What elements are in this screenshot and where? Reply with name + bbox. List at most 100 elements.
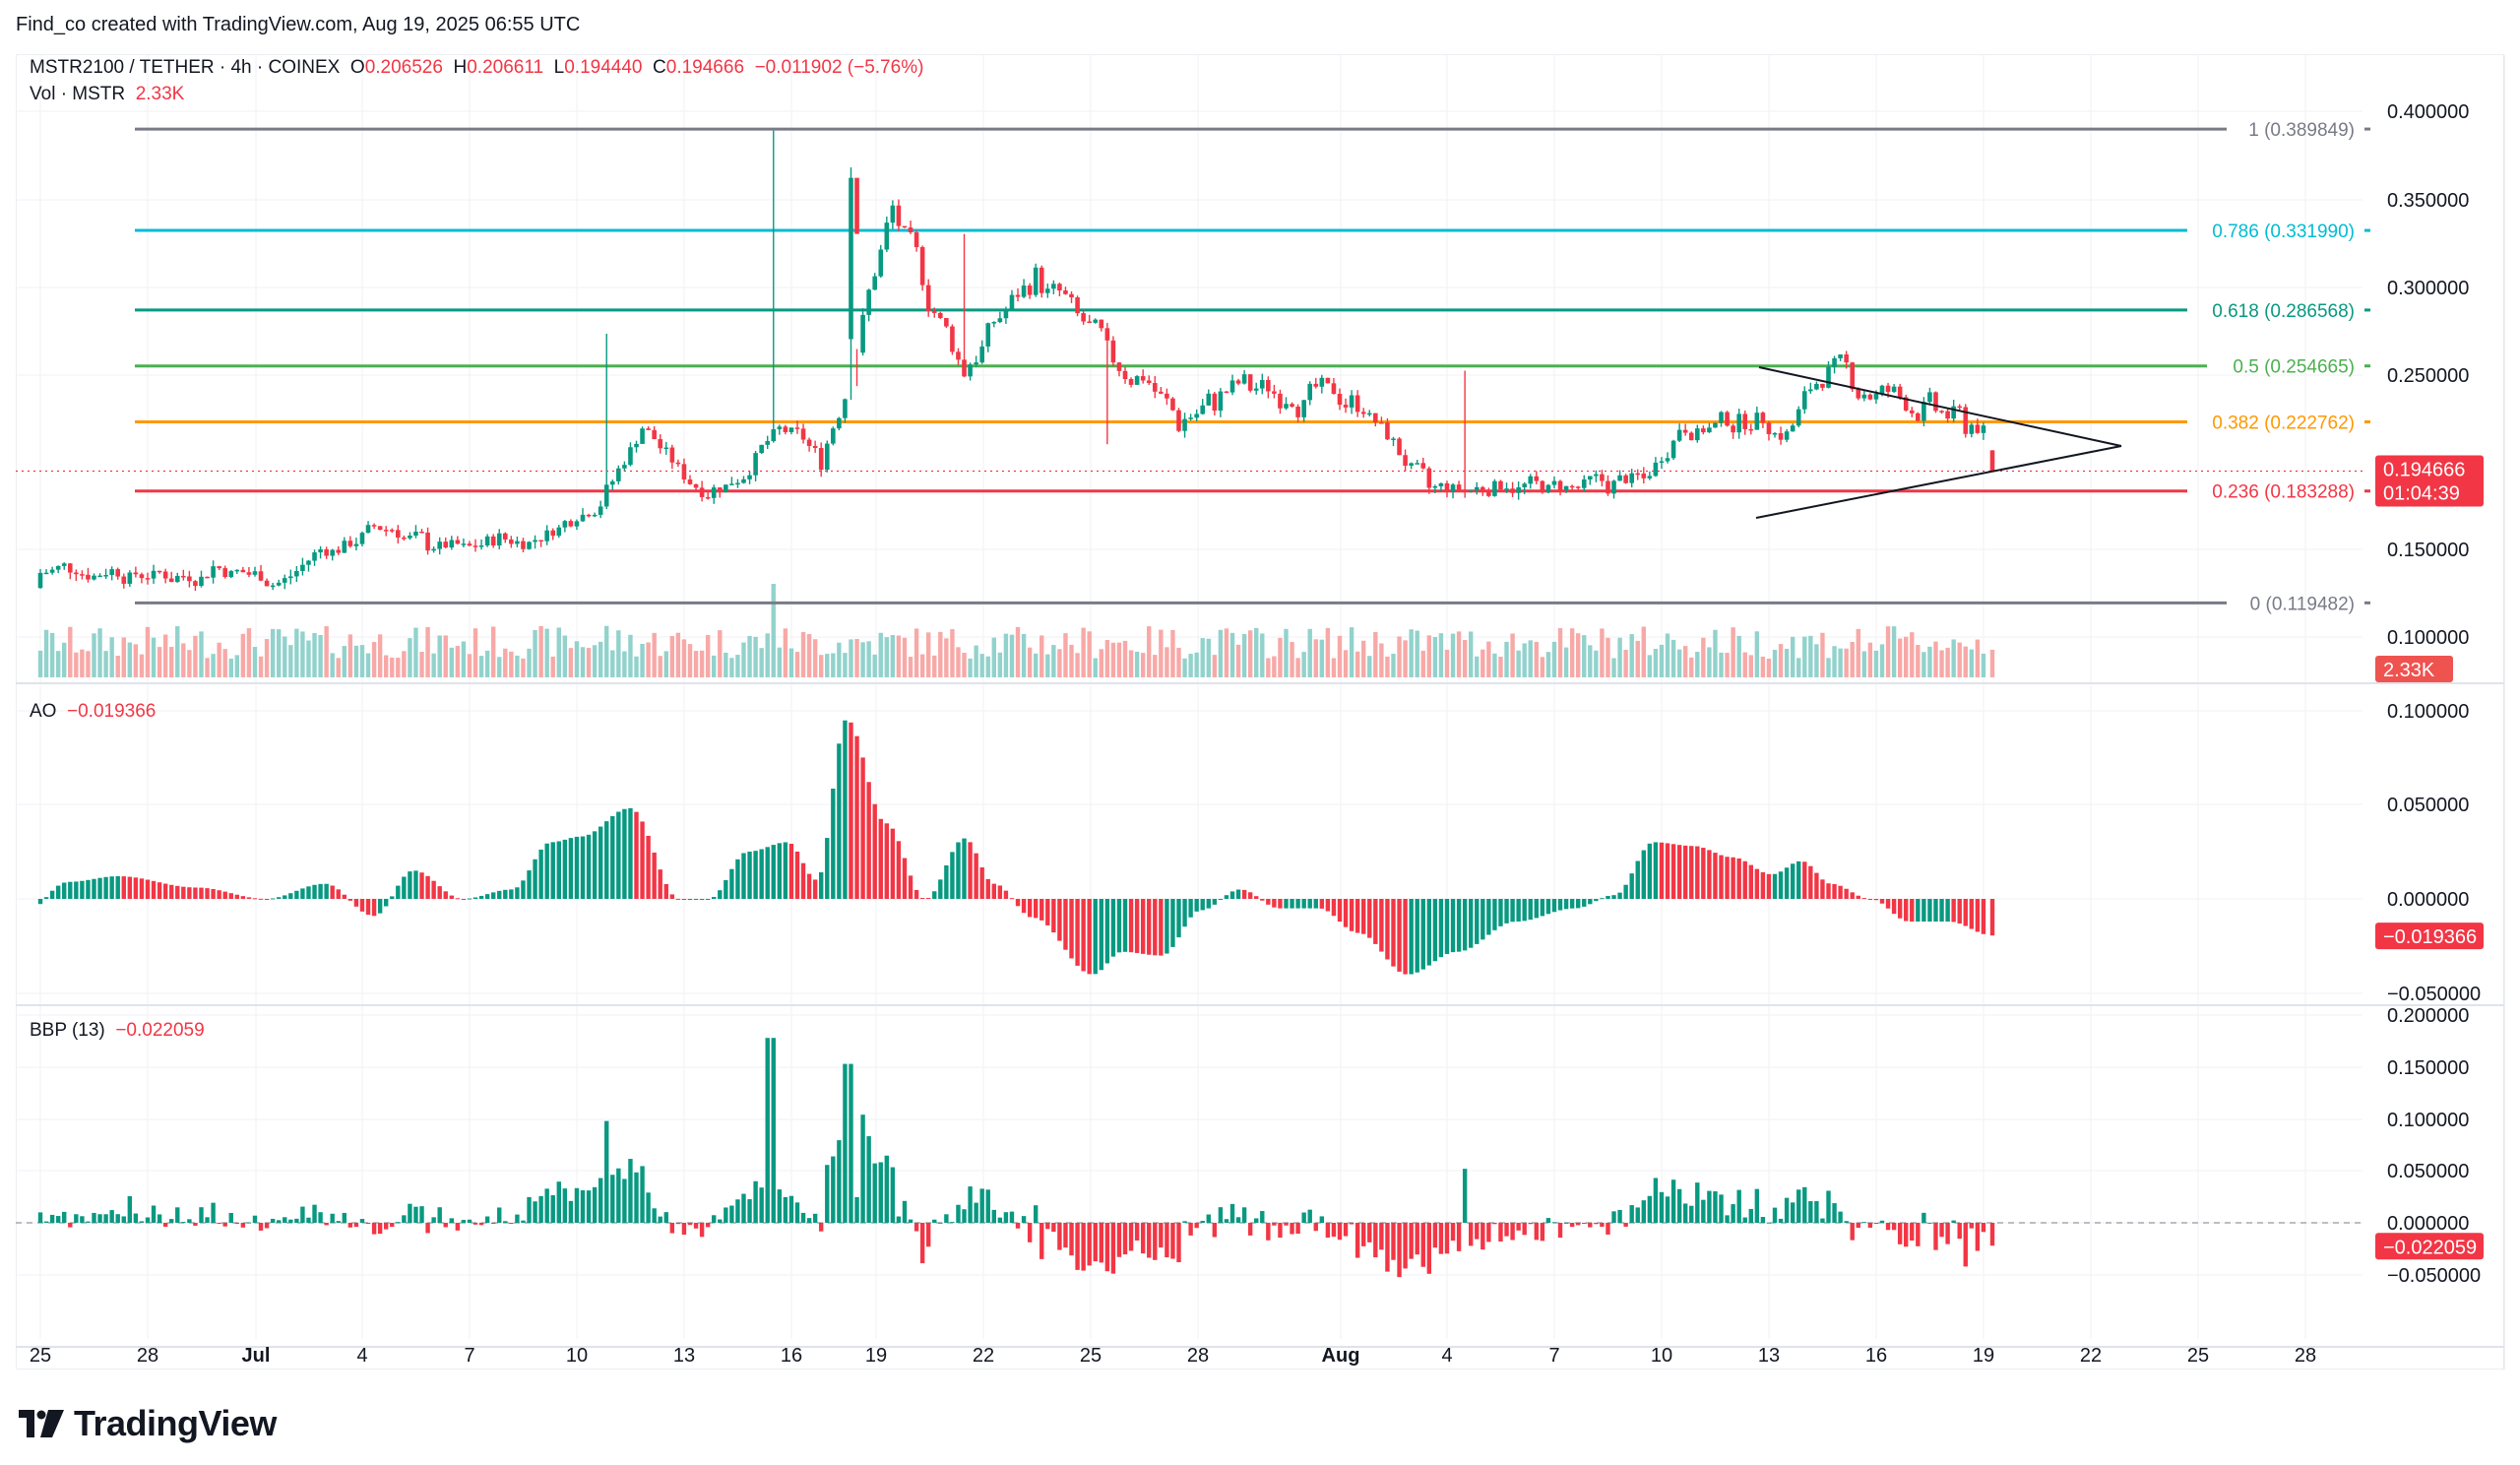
bbp-bar xyxy=(1159,1223,1164,1248)
candle-body xyxy=(1725,412,1730,426)
bbp-bar xyxy=(1212,1223,1218,1238)
volume-bar xyxy=(985,656,990,677)
bbp-bar xyxy=(1832,1203,1837,1223)
ao-bar xyxy=(527,870,532,899)
bbp-bar xyxy=(884,1155,890,1223)
volume-bar xyxy=(1403,640,1408,677)
candle-body xyxy=(1653,462,1659,477)
ao-bar xyxy=(1856,895,1860,899)
candle-body xyxy=(1182,418,1187,431)
bbp-bar xyxy=(628,1159,633,1223)
bbp-bar xyxy=(193,1223,198,1226)
volume-bar xyxy=(1379,643,1384,677)
bbp-bar xyxy=(402,1215,407,1223)
candle-body xyxy=(1462,489,1468,492)
ao-bar xyxy=(890,828,896,899)
fib-label-0.618: 0.618 (0.286568) xyxy=(2212,301,2355,322)
ao-bar xyxy=(103,876,108,899)
bbp-bar xyxy=(294,1218,299,1223)
candle-body xyxy=(1694,428,1700,441)
volume-bar xyxy=(974,645,978,677)
volume-bar xyxy=(1432,637,1438,677)
bbp-bar xyxy=(1099,1223,1103,1263)
candle-body xyxy=(699,487,705,497)
bbp-bar xyxy=(1260,1211,1265,1223)
bbp-bar xyxy=(1045,1223,1050,1230)
bbp-bar xyxy=(1462,1169,1468,1223)
ao-bar xyxy=(622,808,627,899)
symbol-name[interactable]: MSTR2100 / TETHER · 4h · COINEX xyxy=(30,57,341,78)
bbp-bar xyxy=(484,1216,490,1223)
volume-bar xyxy=(849,639,853,677)
volume-bar xyxy=(1856,628,1860,677)
candle-body xyxy=(1540,480,1545,493)
ao-bar xyxy=(49,890,55,899)
bbp-bar xyxy=(800,1212,806,1223)
bbp-bar xyxy=(347,1223,353,1228)
candle-body xyxy=(1033,267,1039,295)
volume-bar xyxy=(1701,637,1706,677)
volume-bar xyxy=(753,636,758,677)
bbp-bar xyxy=(1736,1189,1741,1223)
candle-body xyxy=(974,362,978,365)
ao-bar xyxy=(193,887,198,899)
bbp-bar xyxy=(812,1213,818,1223)
bbp-bar xyxy=(1856,1223,1860,1229)
bbp-bar xyxy=(1617,1209,1622,1223)
candle-body xyxy=(1391,438,1396,441)
bbp-bar xyxy=(330,1213,335,1223)
volume-label[interactable]: Vol · MSTR xyxy=(30,84,126,104)
candle-body xyxy=(1963,407,1969,434)
tradingview-logo[interactable]: TradingView xyxy=(19,1403,277,1444)
ao-bar xyxy=(1594,899,1599,902)
volume-bar xyxy=(515,655,520,677)
volume-bars xyxy=(37,584,1995,677)
candle-body xyxy=(968,364,973,377)
ao-bar xyxy=(800,862,806,899)
ao-bar xyxy=(663,883,668,899)
candle-body xyxy=(1933,392,1938,412)
volume-bar xyxy=(1104,640,1110,677)
bbp-bar xyxy=(1563,1222,1569,1224)
candle-body xyxy=(931,311,937,313)
bbp-bar xyxy=(788,1195,794,1223)
ao-bar xyxy=(1301,899,1306,909)
candle-body xyxy=(1104,328,1110,341)
candle-body xyxy=(80,574,85,576)
ao-bar xyxy=(1290,899,1294,909)
bbp-bar xyxy=(538,1195,543,1223)
candle-body xyxy=(1206,393,1212,406)
bbp-bar xyxy=(1134,1223,1140,1242)
bbp-bar xyxy=(1266,1223,1271,1241)
volume-bar xyxy=(1170,629,1175,677)
candle-body xyxy=(580,514,586,522)
bbp-bar xyxy=(377,1223,383,1235)
bbp-bar xyxy=(1081,1223,1086,1271)
bbp-bar xyxy=(270,1218,276,1223)
bbp-bar xyxy=(103,1214,108,1223)
bbp-bar xyxy=(574,1187,580,1223)
candle-body xyxy=(1719,412,1724,423)
volume-bar xyxy=(1784,649,1790,677)
candle-body xyxy=(1682,429,1688,433)
volume-bar xyxy=(1653,649,1659,677)
bbp-bar xyxy=(1695,1182,1700,1223)
candle-body xyxy=(1093,319,1099,323)
ao-bar xyxy=(115,875,120,899)
ao-bar xyxy=(938,879,943,899)
ao-last-badge-text: −0.019366 xyxy=(2383,926,2477,948)
bbp-bar xyxy=(1910,1223,1915,1242)
candle-body xyxy=(443,541,449,548)
bbp-bar xyxy=(586,1190,592,1223)
volume-bar xyxy=(193,635,198,677)
candle-body xyxy=(640,428,645,444)
candle-body xyxy=(1772,432,1778,435)
bbp-label[interactable]: BBP (13) xyxy=(30,1020,105,1041)
volume-bar xyxy=(1290,642,1294,677)
volume-bar xyxy=(1748,655,1753,677)
ao-bar xyxy=(145,879,151,899)
volume-bar xyxy=(556,627,561,677)
candle-body xyxy=(556,527,562,537)
ao-label[interactable]: AO xyxy=(30,701,57,722)
